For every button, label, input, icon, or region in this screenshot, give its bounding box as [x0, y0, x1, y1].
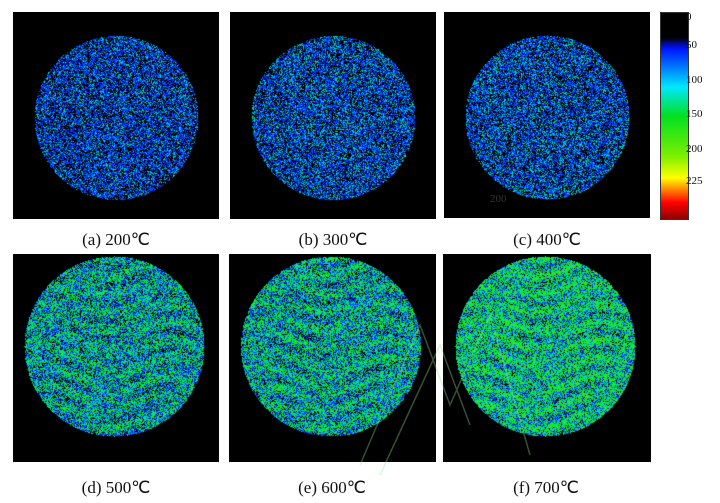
ct-image-f: [443, 254, 651, 462]
ct-image-b: [230, 12, 436, 219]
ct-image-a: [13, 12, 219, 219]
colorbar-tick: 50: [686, 39, 697, 51]
ct-image-c: [444, 12, 650, 218]
caption-b: (b) 300℃: [298, 230, 368, 249]
caption-d: (d) 500℃: [81, 478, 151, 497]
colorbar-tick: 100: [686, 74, 703, 86]
colorbar-tick: 0: [686, 11, 692, 23]
ct-image-e: [229, 254, 436, 462]
colorbar-tick: 150: [686, 108, 703, 120]
colorbar: [660, 12, 689, 220]
colorbar-tick: 200: [686, 143, 703, 155]
image-stamp: 200: [490, 193, 507, 205]
ct-image-d: [13, 254, 219, 462]
watermark: [359, 312, 531, 476]
caption-c: (c) 400℃: [513, 230, 581, 249]
caption-f: (f) 700℃: [513, 478, 579, 497]
caption-a: (a) 200℃: [82, 230, 150, 249]
colorbar-tick: 225: [686, 175, 703, 187]
caption-e: (e) 600℃: [298, 478, 366, 497]
